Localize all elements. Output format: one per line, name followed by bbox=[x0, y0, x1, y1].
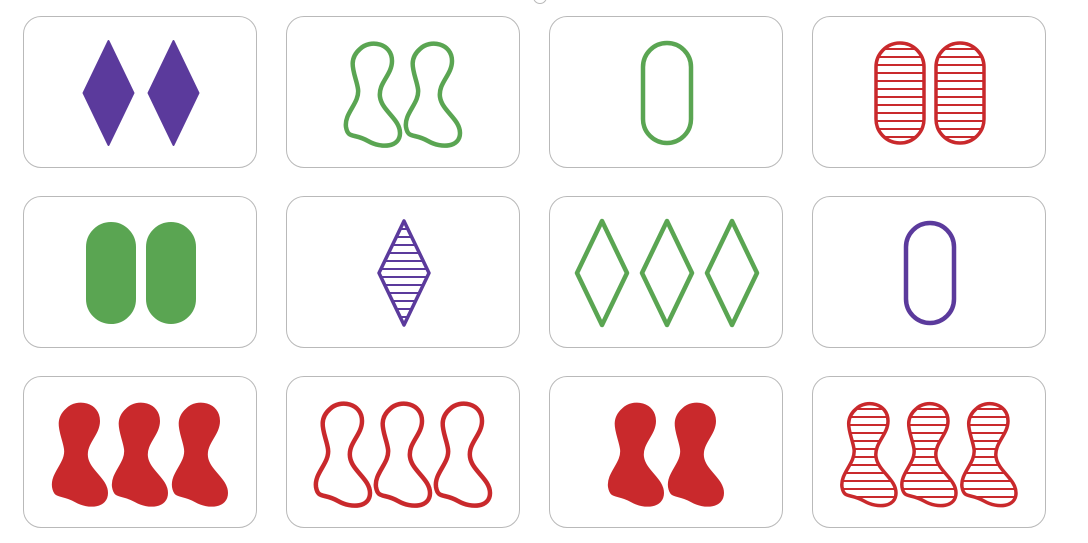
card-2[interactable] bbox=[286, 16, 520, 168]
card-4[interactable] bbox=[812, 16, 1046, 168]
card-10[interactable] bbox=[286, 376, 520, 528]
diamond-icon bbox=[147, 40, 200, 146]
diamond-icon bbox=[704, 218, 760, 328]
squiggle-icon bbox=[343, 41, 403, 148]
card-1[interactable] bbox=[23, 16, 257, 168]
oval-symbols bbox=[903, 220, 957, 326]
diamond-icon bbox=[377, 219, 431, 327]
squiggle-symbols bbox=[313, 401, 493, 508]
squiggle-icon bbox=[313, 401, 373, 508]
squiggle-symbols bbox=[840, 401, 1018, 508]
card-12[interactable] bbox=[812, 376, 1046, 528]
oval-symbols bbox=[86, 222, 196, 324]
diamond-symbols bbox=[574, 218, 760, 328]
oval-icon bbox=[640, 40, 694, 146]
oval-icon bbox=[146, 222, 196, 324]
squiggle-icon bbox=[51, 402, 108, 507]
diamond-icon bbox=[639, 218, 695, 328]
card-9[interactable] bbox=[23, 376, 257, 528]
card-8[interactable] bbox=[812, 196, 1046, 348]
oval-symbols bbox=[640, 40, 694, 146]
squiggle-icon bbox=[111, 402, 168, 507]
squiggle-icon bbox=[171, 402, 228, 507]
card-11[interactable] bbox=[549, 376, 783, 528]
card-5[interactable] bbox=[23, 196, 257, 348]
card-7[interactable] bbox=[549, 196, 783, 348]
card-3[interactable] bbox=[549, 16, 783, 168]
squiggle-symbols bbox=[51, 402, 228, 507]
squiggle-icon bbox=[403, 41, 463, 148]
diamond-icon bbox=[82, 40, 135, 146]
squiggle-icon bbox=[900, 401, 958, 508]
diamond-icon bbox=[574, 218, 630, 328]
card-6[interactable] bbox=[286, 196, 520, 348]
oval-icon bbox=[903, 220, 957, 326]
oval-icon bbox=[934, 41, 986, 145]
diamond-symbols bbox=[82, 40, 200, 146]
top-edge-tab bbox=[533, 0, 547, 4]
squiggle-icon bbox=[960, 401, 1018, 508]
squiggle-icon bbox=[667, 402, 724, 507]
squiggle-symbols bbox=[343, 41, 463, 148]
squiggle-icon bbox=[373, 401, 433, 508]
oval-icon bbox=[86, 222, 136, 324]
squiggle-icon bbox=[607, 402, 664, 507]
diamond-symbols bbox=[377, 219, 431, 327]
squiggle-icon bbox=[840, 401, 898, 508]
oval-icon bbox=[874, 41, 926, 145]
oval-symbols bbox=[874, 41, 986, 145]
squiggle-symbols bbox=[607, 402, 724, 507]
squiggle-icon bbox=[433, 401, 493, 508]
